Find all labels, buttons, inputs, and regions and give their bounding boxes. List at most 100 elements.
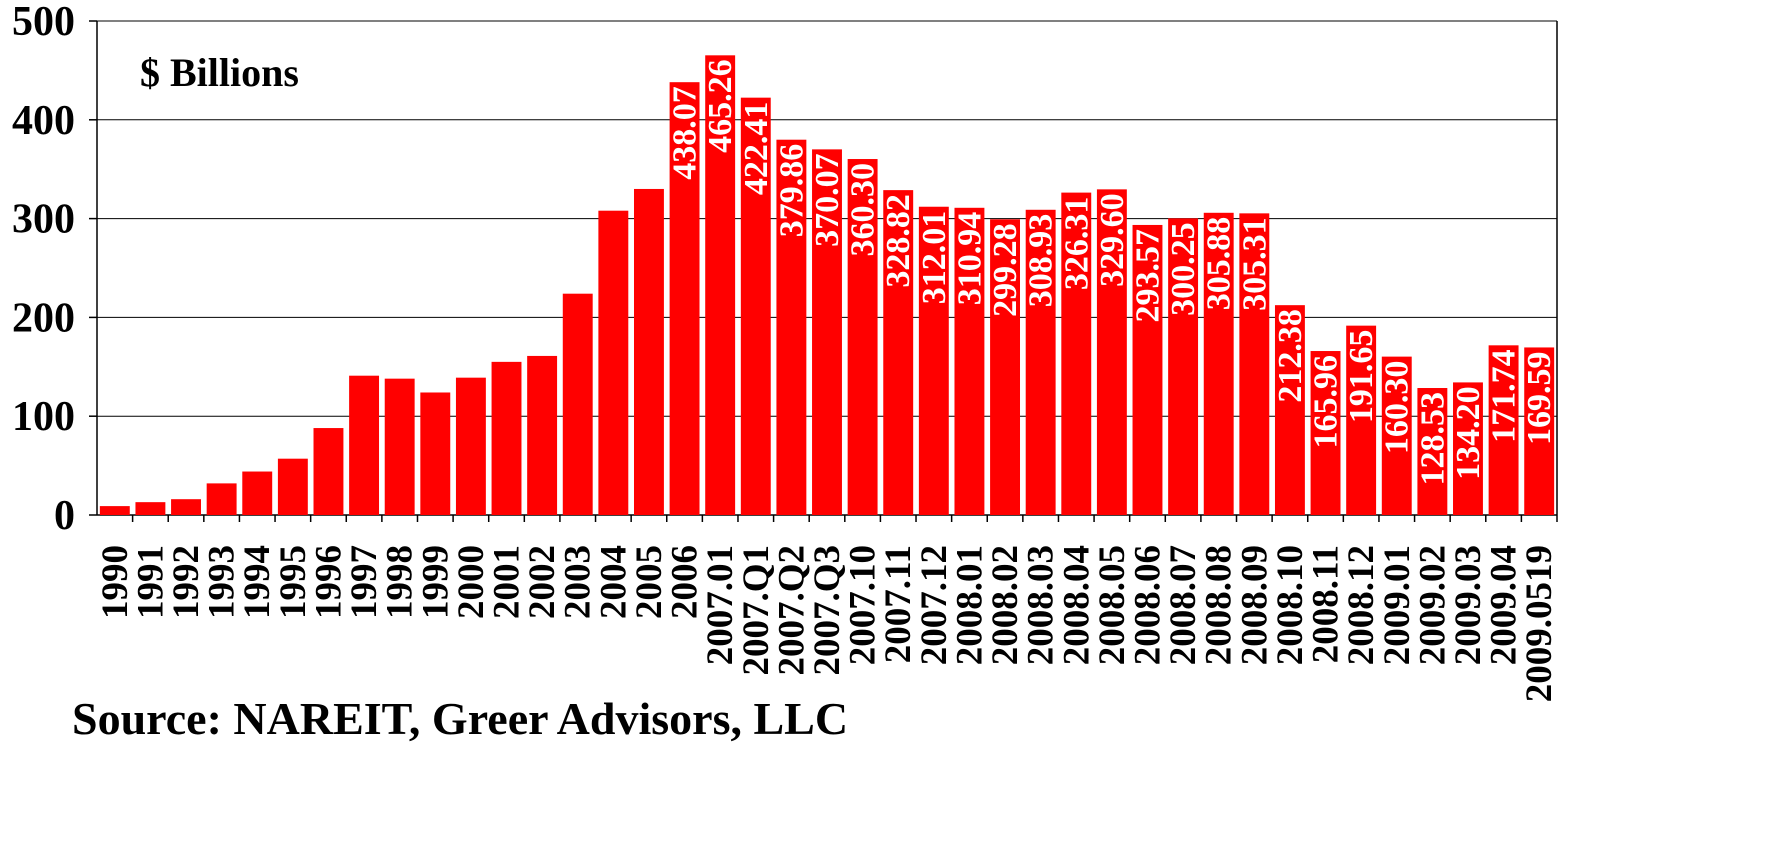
x-tick-label: 2007.Q1 [736, 545, 777, 676]
value-label: 134.20 [1450, 386, 1487, 480]
value-label: 212.38 [1272, 309, 1309, 403]
x-tick-label: 2007.01 [700, 545, 741, 665]
x-tick-label: 2003 [558, 545, 599, 619]
x-tick-label: 2008.07 [1163, 545, 1204, 665]
bar [1346, 325, 1377, 515]
value-label: 465.26 [702, 59, 739, 153]
x-tick-label: 2004 [593, 545, 634, 619]
bar [171, 499, 201, 515]
x-tick-label: 2008.05 [1092, 545, 1133, 665]
x-tick-label: 2005 [629, 545, 670, 619]
x-tick-label: 1997 [344, 545, 385, 619]
bar [1381, 356, 1412, 515]
x-tick-label: 2001 [487, 545, 528, 619]
bar [598, 210, 629, 516]
x-tick-label: 2008.04 [1056, 545, 1097, 665]
bar [242, 471, 273, 515]
y-tick-label: 500 [12, 0, 75, 45]
value-label: 326.31 [1058, 197, 1095, 291]
y-tick-label: 100 [12, 394, 75, 440]
x-tick-label: 2008.11 [1306, 545, 1347, 663]
x-tick-label: 2008.02 [985, 545, 1026, 665]
value-label: 169.59 [1521, 351, 1558, 445]
x-tick-label: 2002 [522, 545, 563, 619]
source-note: Source: NAREIT, Greer Advisors, LLC [72, 693, 848, 744]
bar [990, 219, 1021, 516]
bar [1025, 209, 1056, 515]
x-tick-label: 1991 [130, 545, 171, 619]
value-label: 370.07 [809, 153, 846, 247]
value-label: 310.94 [951, 212, 988, 305]
x-tick-label: 2009.03 [1448, 545, 1489, 665]
bar [313, 428, 344, 515]
bar [455, 377, 486, 515]
x-tick-label: 1996 [308, 545, 349, 619]
x-tick-label: 2008.01 [949, 545, 990, 665]
y-tick-label: 400 [12, 98, 75, 144]
bar [206, 483, 237, 515]
bar [99, 506, 130, 515]
bar [883, 190, 914, 515]
bar [1096, 189, 1127, 515]
value-label: 422.41 [738, 102, 775, 196]
bar [740, 97, 771, 515]
bar [812, 149, 842, 515]
bar [705, 55, 736, 515]
x-tick-label: 2007.12 [914, 545, 955, 665]
bar [1132, 224, 1163, 516]
x-tick-label: 2008.09 [1234, 545, 1275, 665]
bar [420, 392, 451, 515]
x-tick-label: 2008.10 [1270, 545, 1311, 665]
value-label: 379.86 [773, 144, 810, 238]
bar [1061, 192, 1092, 515]
value-label: 165.96 [1308, 355, 1345, 449]
bar [1239, 213, 1270, 516]
x-tick-label: 2009.02 [1412, 545, 1453, 665]
value-label: 308.93 [1023, 214, 1060, 308]
bar [1417, 388, 1448, 515]
x-tick-label: 2008.12 [1341, 545, 1382, 665]
x-tick-label: 2007.Q3 [807, 545, 848, 676]
bar [1274, 305, 1305, 515]
y-tick-label: 0 [54, 493, 75, 539]
bar [1524, 347, 1555, 515]
bar [954, 207, 985, 516]
x-tick-label: 2000 [451, 545, 492, 619]
value-label: 329.60 [1094, 193, 1131, 287]
x-tick-label: 1992 [166, 545, 207, 619]
bar [669, 82, 700, 516]
bar [491, 361, 522, 515]
value-label: 328.82 [880, 194, 917, 288]
value-label: 293.57 [1129, 229, 1166, 322]
x-tick-label: 1994 [237, 545, 278, 619]
chart-subtitle: $ Billions [140, 50, 299, 95]
bar [527, 355, 558, 515]
bar [1310, 351, 1341, 515]
x-tick-label: 2008.08 [1199, 545, 1240, 665]
value-label: 171.74 [1486, 349, 1523, 443]
x-tick-label: 2009.04 [1484, 545, 1525, 665]
y-tick-label: 300 [12, 197, 75, 243]
bar [776, 139, 807, 516]
bar [847, 159, 878, 515]
value-label: 128.53 [1414, 392, 1451, 486]
value-label: 360.30 [845, 163, 882, 257]
bar [1453, 382, 1483, 515]
x-tick-label: 2007.Q2 [771, 545, 812, 676]
x-tick-label: 2009.01 [1377, 545, 1418, 665]
bar [1168, 218, 1199, 515]
value-label: 299.28 [987, 223, 1024, 316]
x-tick-label: 2009.0519 [1519, 545, 1560, 702]
value-label: 305.31 [1236, 217, 1273, 310]
x-tick-label: 2007.10 [843, 545, 884, 665]
value-label: 438.07 [667, 86, 704, 179]
x-tick-label: 2007.11 [878, 545, 919, 663]
x-tick-label: 1995 [273, 545, 314, 619]
bar [918, 206, 949, 515]
x-tick-label: 1999 [415, 545, 456, 619]
value-label: 191.65 [1343, 330, 1380, 424]
bar [384, 378, 415, 515]
bar [135, 502, 166, 515]
bar [562, 293, 593, 515]
